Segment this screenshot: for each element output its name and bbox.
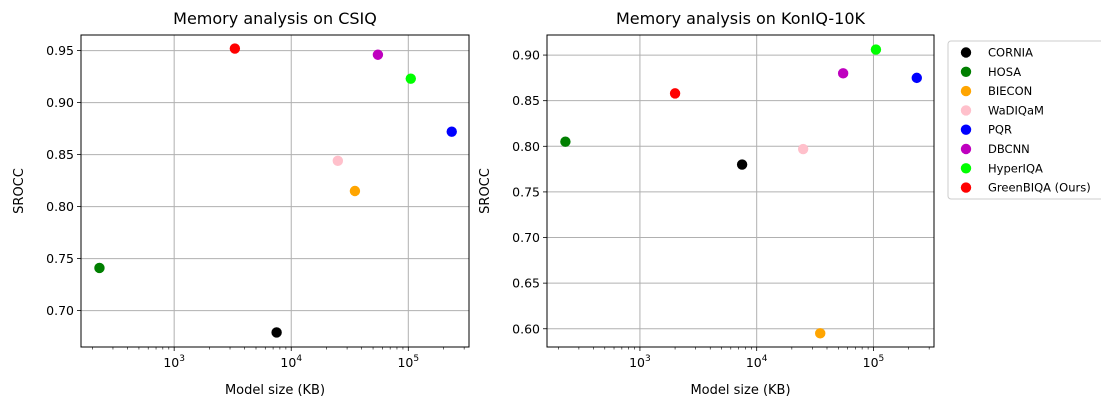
chart-panel-1: 103 104 1050.700.750.800.850.900.95Memory … [12,9,470,398]
x-tick-base: 10 [397,355,413,370]
x-tick-exponent: 5 [879,354,885,364]
x-tick-base: 10 [163,355,179,370]
y-tick-label: 0.65 [512,276,540,291]
x-axis-label: Model size (KB) [225,383,325,398]
x-tick-base: 10 [746,355,762,370]
plot-frame [546,34,935,348]
x-tick-label: 104 [280,354,302,370]
x-axis-label: Model size (KB) [690,383,790,398]
y-tick-label: 0.85 [46,147,74,162]
x-tick-base: 10 [629,355,645,370]
legend: CORNIA HOSA BIECON WaDIQaM PQR DBCNN HyperIQA G… [947,40,1101,200]
data-point-hosa [94,262,105,274]
data-point-cornia [271,327,282,338]
legend-marker [960,182,972,193]
data-point-pqr [911,72,922,84]
x-tick-base: 10 [863,355,879,370]
x-tick-base: 10 [280,355,296,370]
data-point-biecon [349,185,361,197]
y-tick-label: 0.60 [512,321,540,336]
x-tick-label: 103 [629,354,651,370]
x-tick-exponent: 4 [296,354,302,364]
y-tick-label: 0.90 [512,48,540,63]
data-point-greenbiqa-ours [229,43,241,54]
data-point-dbcnn [837,68,849,79]
y-axis-label: SROCC [12,168,27,214]
data-point-hosa [560,136,571,147]
x-tick-label: 105 [863,354,885,370]
legend-marker [960,47,972,58]
y-tick-label: 0.75 [512,184,540,199]
legend-label: DBCNN [988,142,1030,156]
y-axis-label: SROCC [478,168,493,214]
legend-marker [960,143,972,155]
legend-box [947,40,1101,200]
legend-label: BIECON [988,84,1032,98]
y-tick-label: 0.95 [46,43,74,58]
data-point-hyperiqa [405,73,416,84]
data-point-hyperiqa [870,44,882,55]
chart-panel-2: 103 104 1050.600.650.700.750.800.850.90Mem… [478,9,935,398]
legend-label: HOSA [988,65,1021,79]
y-tick-label: 0.70 [512,230,540,245]
x-tick-label: 104 [746,354,768,370]
legend-marker [960,66,972,78]
legend-label: WaDIQaM [988,103,1044,117]
x-tick-exponent: 4 [762,354,768,364]
data-point-biecon [815,328,826,339]
x-tick-exponent: 5 [413,354,419,364]
y-tick-label: 0.80 [512,139,540,154]
data-point-dbcnn [372,49,384,60]
legend-label: HyperIQA [988,161,1043,175]
legend-label: GreenBIQA (Ours) [988,181,1091,195]
data-point-pqr [446,126,457,137]
legend-label: PQR [988,123,1012,137]
legend-marker [960,124,972,135]
y-tick-label: 0.70 [46,303,74,318]
legend-label: CORNIA [988,46,1033,60]
x-tick-exponent: 3 [179,354,185,364]
data-point-cornia [736,159,748,170]
data-point-wadiqam [332,155,344,167]
plot-frame [80,34,470,348]
y-tick-label: 0.80 [46,199,74,214]
chart-title: Memory analysis on CSIQ [173,9,377,28]
x-tick-label: 105 [397,354,419,370]
y-tick-label: 0.90 [46,95,74,110]
x-tick-exponent: 3 [645,354,651,364]
legend-marker [960,163,972,174]
data-point-wadiqam [797,143,809,155]
x-tick-label: 103 [163,354,185,370]
legend-marker [960,85,972,97]
data-point-greenbiqa-ours [669,88,681,99]
legend-marker [960,105,972,116]
y-tick-label: 0.75 [46,251,74,266]
y-tick-label: 0.85 [512,93,540,108]
chart-title: Memory analysis on KonIQ-10K [616,9,866,28]
